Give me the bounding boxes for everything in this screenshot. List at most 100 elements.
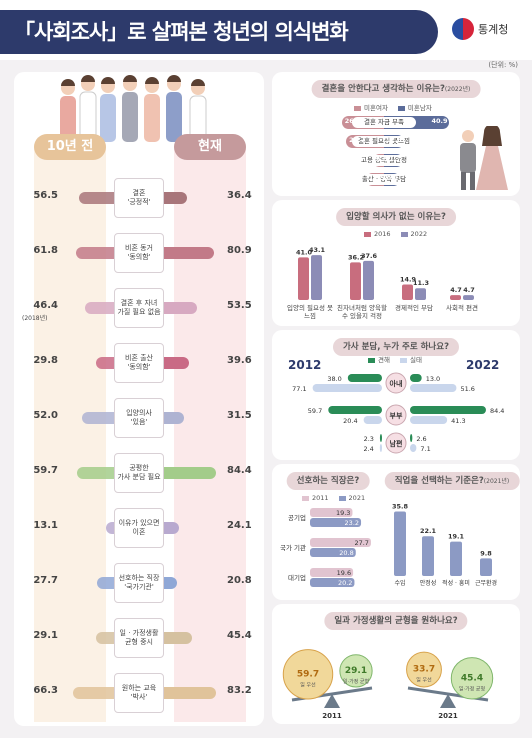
value-2016: 14.9 [400, 276, 417, 284]
row-label: 공평한 가사 분담 필요 [114, 453, 164, 493]
male-value: 11.7 [384, 155, 401, 163]
bar-2021 [310, 548, 356, 557]
now-value: 31.5 [227, 410, 252, 421]
balance-bubble [450, 657, 494, 700]
bar-2022 [363, 260, 374, 300]
before-bar [76, 467, 114, 479]
before-bar [72, 687, 114, 699]
marriage-row: 결혼 자금 부족 26.4 40.9 [312, 116, 462, 129]
bar-2016 [298, 257, 309, 300]
bar-2016 [402, 284, 413, 300]
category-label: 경제적인 부담 [395, 304, 433, 312]
real-2012-value: 2.4 [363, 445, 373, 453]
before-value: 52.0 [33, 410, 58, 421]
real-2012-bar [312, 384, 382, 392]
criteria-value: 9.8 [480, 549, 492, 557]
marriage-row: 출산 · 양육 부담 11.5 10.1 [312, 173, 462, 186]
before-bar [95, 632, 114, 644]
value-2011: 27.7 [354, 539, 368, 547]
before-bar [105, 522, 114, 534]
marriage-title: 결혼을 안한다고 생각하는 이유는?(2022년) [311, 80, 481, 98]
people-illustration-icon [60, 75, 207, 142]
marriage-reason: 결혼 필요성 못느낌 [352, 136, 416, 147]
real-2022-value: 7.1 [420, 445, 430, 453]
real-2012-value: 77.1 [292, 385, 306, 393]
row-label: 선호하는 직장 '국가기관' [114, 563, 164, 603]
criteria-bar [480, 558, 492, 576]
before-bar [95, 357, 114, 369]
criteria-label: 수입 [394, 579, 405, 587]
adoption-title: 입양할 의사가 없는 이유는? [336, 208, 456, 226]
tab-now: 현재 [174, 134, 246, 160]
bar-2011 [310, 538, 371, 547]
taegeuk-icon [452, 18, 474, 40]
year-label: 2021 [438, 712, 458, 720]
now-value: 80.9 [227, 245, 252, 256]
scale-base-icon [440, 694, 456, 708]
bar-2021 [310, 578, 355, 587]
bar-2011 [310, 508, 353, 517]
role-label: 남편 [390, 439, 403, 448]
legend-male: 미혼남자 [397, 102, 432, 112]
real-2012-value: 20.4 [343, 417, 357, 425]
unit-label: (단위: %) [488, 61, 518, 69]
workplace-title: 선호하는 직장은? [286, 472, 370, 490]
before-value: 46.4 [33, 300, 58, 311]
now-bar [164, 192, 187, 204]
workplace-label: 공기업 [288, 513, 306, 522]
comparison-row: 46.4 (2018년) 결혼 후 자녀 가질 필요 없음 53.5 [14, 282, 264, 336]
real-2012-bar [379, 444, 382, 452]
year-2012: 2012 [288, 358, 322, 372]
now-value: 20.8 [227, 575, 252, 586]
comparison-row: 29.8 비혼 출산 '동의함' 39.6 [14, 337, 264, 391]
marriage-panel: 결혼을 안한다고 생각하는 이유는?(2022년) 미혼여자 미혼남자 결혼 자… [272, 72, 520, 196]
bar-2022 [415, 288, 426, 300]
before-value: 56.5 [33, 190, 58, 201]
comparison-row: 59.7 공평한 가사 분담 필요 84.4 [14, 447, 264, 501]
comparison-row: 61.8 비혼 동거 '동의함' 80.9 [14, 227, 264, 281]
before-value: 13.1 [33, 520, 58, 531]
criteria-label: 근무환경 [475, 579, 497, 587]
legend-2022: 2022 [400, 230, 427, 238]
left-panel: 10년 전 현재 56.5 결혼 '긍정적' 36.4 61.8 비혼 동거 '동의함'… [14, 72, 264, 726]
female-value: 11.5 [368, 174, 385, 182]
value-2022: 11.3 [413, 279, 429, 287]
now-bar [164, 632, 193, 644]
row-label: 이유가 있으면 이혼 [114, 508, 164, 548]
now-value: 24.1 [227, 520, 252, 531]
criteria-value: 19.1 [448, 533, 465, 541]
ideal-2022-value: 2.6 [416, 435, 426, 443]
adoption-panel: 입양할 의사가 없는 이유는? 2016 2022 41.0 43.1 36.2 37… [272, 200, 520, 326]
role-label: 부부 [390, 411, 403, 420]
housework-chart: 아내 38.0 77.1 13.0 51.6 부부 59.7 20.4 84.4 41.3 남편 2.… [292, 372, 504, 454]
now-value: 53.5 [227, 300, 252, 311]
couple-illustration-icon [460, 126, 508, 190]
workplace-label: 국가 기관 [280, 543, 306, 552]
bar-2022 [311, 255, 322, 300]
adoption-legend: 2016 2022 [364, 230, 427, 238]
tab-before: 10년 전 [34, 134, 106, 160]
ideal-2022-bar [410, 434, 413, 442]
housework-panel: 가사 분담, 누가 주로 하나요? 견해 실태 2012 2022 아내 38.0… [272, 330, 520, 460]
value-2016: 36.2 [348, 253, 364, 261]
now-bar [164, 357, 189, 369]
male-value: 12.3 [385, 136, 402, 144]
row-label: 결혼 후 자녀 가질 필요 없음 [114, 288, 164, 328]
real-2022-bar [410, 416, 448, 424]
legend-real: 실태 [399, 354, 422, 364]
now-bar [164, 577, 177, 589]
work-value: 59.7 [297, 669, 319, 679]
header: 「사회조사」로 살펴본 청년의 의식변화 통계청 [0, 0, 532, 60]
ideal-2012-value: 2.3 [364, 435, 374, 443]
value-2016: 41.0 [296, 248, 313, 256]
work-bubble [282, 649, 334, 700]
housework-legend: 견해 실태 [368, 354, 422, 364]
balance-value: 29.1 [345, 666, 367, 676]
criteria-label: 안정성 [420, 579, 437, 587]
criteria-title: 직업을 선택하는 기준은?(2021년) [384, 472, 520, 490]
criteria-value: 35.8 [392, 503, 409, 511]
marriage-reason: 결혼 자금 부족 [352, 117, 416, 128]
value-2022: 37.6 [361, 252, 378, 260]
row-label: 원하는 교육 '박사' [114, 673, 164, 713]
